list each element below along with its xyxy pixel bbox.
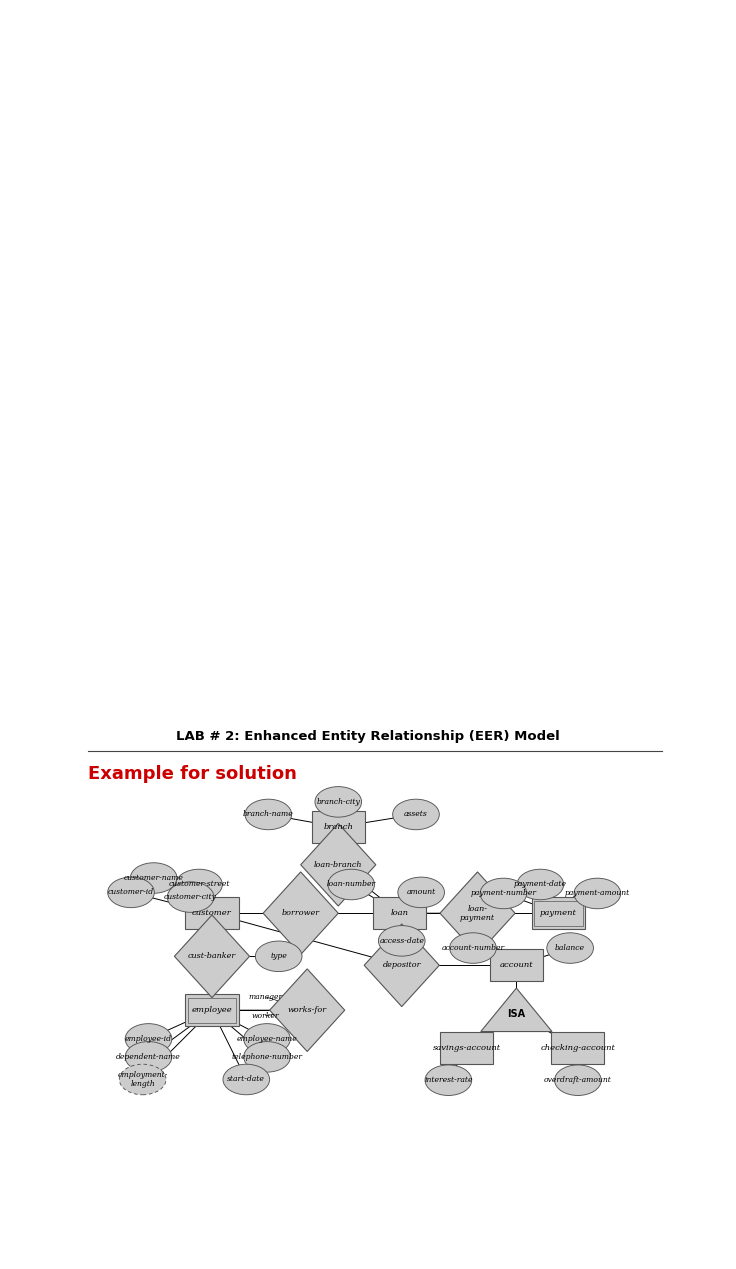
Text: manager: manager	[249, 992, 283, 1001]
Text: branch-name: branch-name	[243, 811, 294, 819]
Text: payment-date: payment-date	[514, 881, 567, 888]
Ellipse shape	[555, 1065, 601, 1095]
Text: balance: balance	[555, 944, 585, 952]
Text: depositor: depositor	[383, 962, 421, 970]
Text: customer-city: customer-city	[164, 893, 217, 901]
Text: type: type	[270, 952, 287, 961]
Ellipse shape	[425, 1065, 472, 1095]
Text: assets: assets	[404, 811, 428, 819]
Ellipse shape	[398, 877, 445, 907]
Ellipse shape	[450, 933, 496, 963]
Ellipse shape	[245, 799, 291, 830]
Ellipse shape	[223, 1065, 269, 1095]
Text: telephone-number: telephone-number	[232, 1053, 302, 1061]
Text: employee-id: employee-id	[125, 1036, 172, 1043]
Text: works-for: works-for	[288, 1006, 327, 1014]
Text: payment-amount: payment-amount	[565, 890, 630, 897]
Ellipse shape	[378, 925, 425, 956]
Text: customer-name: customer-name	[124, 874, 183, 882]
Text: LAB # 2: Enhanced Entity Relationship (EER) Model: LAB # 2: Enhanced Entity Relationship (E…	[176, 730, 560, 742]
Ellipse shape	[244, 1024, 290, 1055]
Text: cust-banker: cust-banker	[188, 952, 236, 961]
Text: checking-account: checking-account	[540, 1044, 615, 1052]
Text: interest-rate: interest-rate	[424, 1076, 473, 1084]
Text: access-date: access-date	[379, 937, 424, 945]
Ellipse shape	[125, 1024, 171, 1055]
Text: account-number: account-number	[442, 944, 505, 952]
Bar	[312, 811, 365, 843]
Bar	[532, 897, 585, 929]
Text: loan-number: loan-number	[327, 881, 376, 888]
Bar	[551, 1032, 604, 1063]
Text: customer-id: customer-id	[108, 888, 154, 896]
Ellipse shape	[255, 942, 302, 972]
Bar	[185, 994, 238, 1027]
Polygon shape	[364, 924, 439, 1006]
Ellipse shape	[574, 878, 620, 909]
Text: customer-street: customer-street	[169, 881, 230, 888]
Polygon shape	[174, 915, 250, 997]
Ellipse shape	[119, 1065, 166, 1095]
Text: branch: branch	[323, 824, 353, 831]
Polygon shape	[269, 970, 344, 1052]
Text: employee-name: employee-name	[237, 1036, 297, 1043]
Text: loan-
payment: loan- payment	[460, 905, 495, 921]
Ellipse shape	[328, 869, 375, 900]
Text: payment-number: payment-number	[470, 890, 537, 897]
Text: savings-account: savings-account	[433, 1044, 500, 1052]
Bar	[534, 901, 583, 925]
Text: customer: customer	[192, 909, 232, 917]
Ellipse shape	[315, 787, 361, 817]
Text: loan-branch: loan-branch	[314, 860, 363, 869]
Bar	[185, 897, 238, 929]
Text: loan: loan	[391, 909, 408, 917]
Ellipse shape	[244, 1042, 290, 1072]
Text: employee: employee	[191, 1006, 233, 1014]
Text: payment: payment	[540, 909, 577, 917]
Bar	[490, 949, 543, 981]
Text: ISA: ISA	[507, 1009, 526, 1019]
Polygon shape	[481, 989, 552, 1032]
Text: start-date: start-date	[227, 1076, 265, 1084]
Bar	[440, 1032, 493, 1063]
Text: employment-
length: employment- length	[118, 1071, 168, 1088]
Text: borrower: borrower	[282, 909, 319, 917]
Ellipse shape	[480, 878, 527, 909]
Text: amount: amount	[406, 888, 436, 896]
Polygon shape	[440, 872, 515, 954]
Text: Example for solution: Example for solution	[88, 765, 297, 783]
Polygon shape	[263, 872, 339, 954]
Polygon shape	[301, 824, 376, 906]
Text: account: account	[500, 962, 533, 970]
Ellipse shape	[517, 869, 564, 900]
Ellipse shape	[167, 882, 214, 912]
Ellipse shape	[547, 933, 593, 963]
Ellipse shape	[125, 1042, 171, 1072]
Bar	[188, 997, 236, 1023]
Ellipse shape	[176, 869, 222, 900]
Ellipse shape	[130, 863, 177, 893]
Text: overdraft-amount: overdraft-amount	[544, 1076, 612, 1084]
Ellipse shape	[107, 877, 155, 907]
Text: worker: worker	[252, 1011, 280, 1019]
Text: dependent-name: dependent-name	[116, 1053, 181, 1061]
Text: branch-city: branch-city	[316, 798, 360, 806]
Ellipse shape	[393, 799, 439, 830]
Bar	[373, 897, 426, 929]
